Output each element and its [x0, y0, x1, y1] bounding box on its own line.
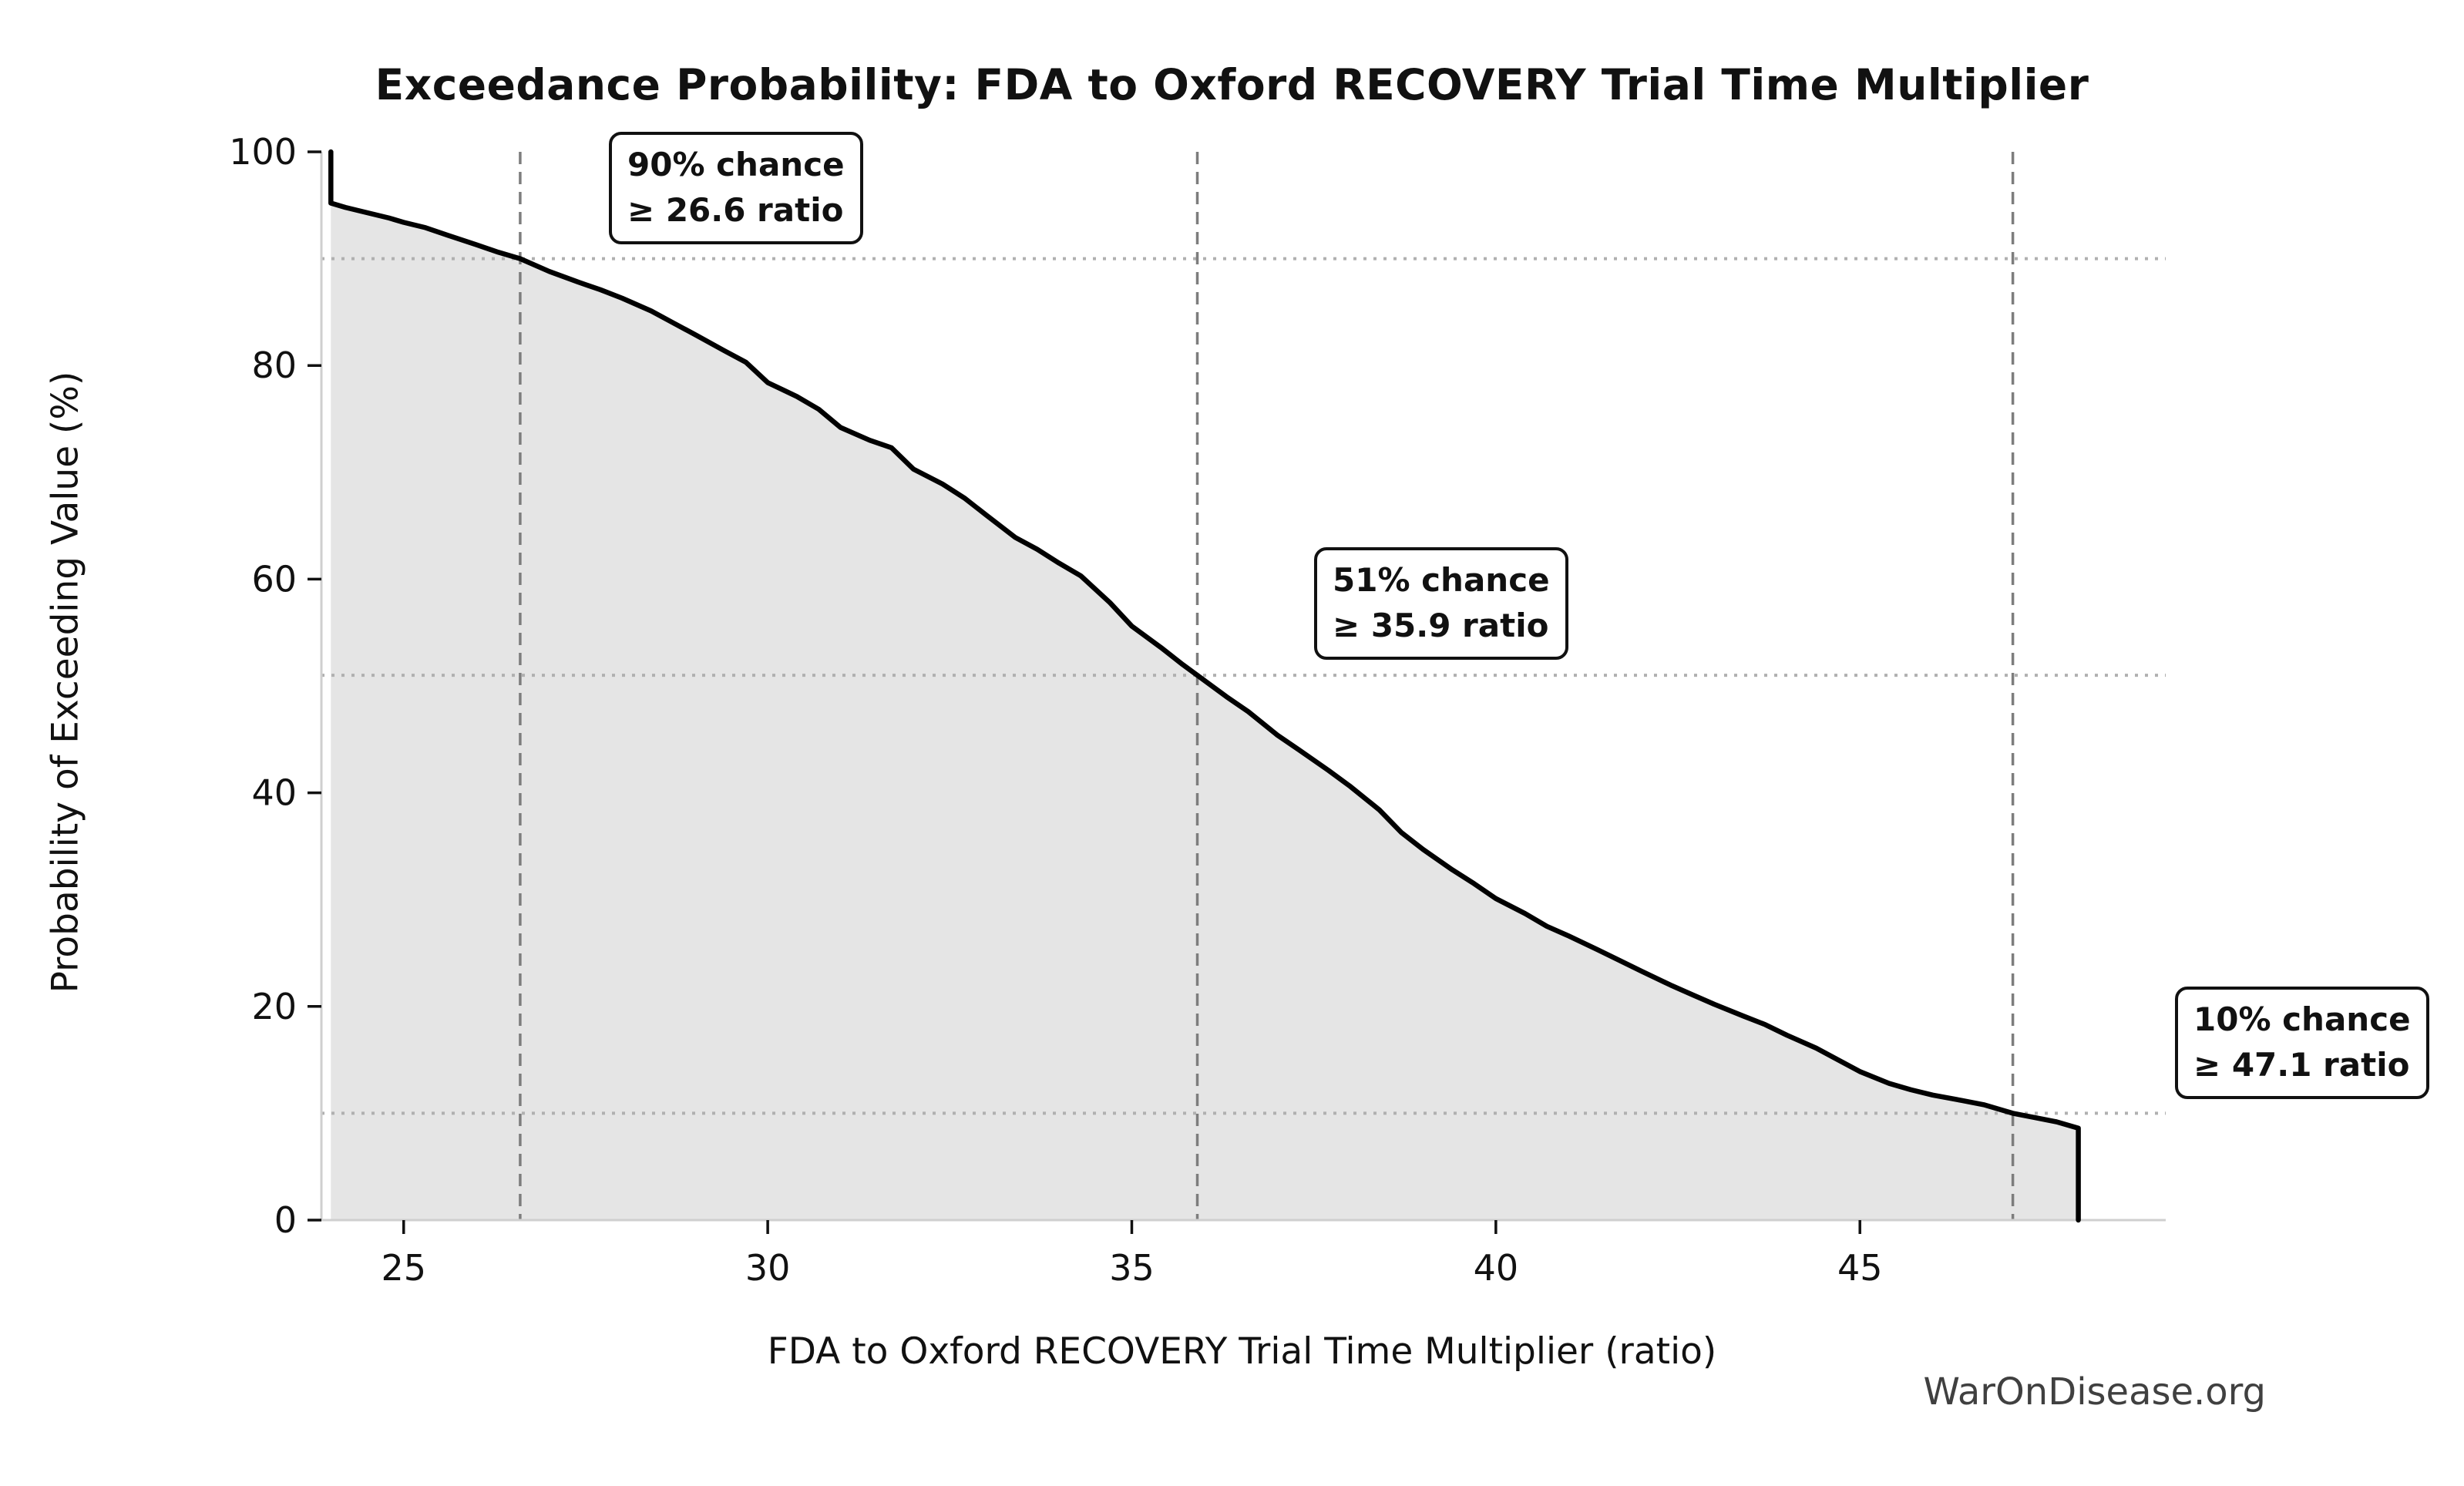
annotation-line2: ≥ 47.1 ratio: [2193, 1045, 2410, 1084]
y-tick-label-80: 80: [251, 345, 297, 386]
y-axis-label: Probability of Exceeding Value (%): [44, 371, 87, 993]
annotation-90pct-box: 90% chance ≥ 26.6 ratio: [609, 132, 863, 244]
x-tick-label-45: 45: [1837, 1247, 1883, 1289]
annotation-line1: 90% chance: [627, 146, 845, 183]
x-tick-label-30: 30: [745, 1247, 791, 1289]
x-axis-label: FDA to Oxford RECOVERY Trial Time Multip…: [767, 1330, 1717, 1373]
annotation-51pct-box: 51% chance ≥ 35.9 ratio: [1314, 547, 1568, 660]
y-tick-label-0: 0: [274, 1199, 297, 1241]
y-tick-label-60: 60: [251, 558, 297, 600]
area-under-curve: [331, 152, 2079, 1220]
y-tick-label-40: 40: [251, 772, 297, 814]
annotation-10pct-box: 10% chance ≥ 47.1 ratio: [2175, 987, 2429, 1099]
watermark: WarOnDisease.org: [1923, 1370, 2266, 1414]
annotation-line1: 51% chance: [1333, 561, 1550, 599]
x-tick-label-25: 25: [381, 1247, 426, 1289]
annotation-line2: ≥ 26.6 ratio: [627, 190, 844, 229]
exceedance-curve: [328, 149, 2081, 1223]
annotation-line1: 10% chance: [2193, 1000, 2411, 1038]
y-tick-label-20: 20: [251, 986, 297, 1027]
annotation-line2: ≥ 35.9 ratio: [1333, 606, 1549, 644]
y-tick-label-100: 100: [229, 131, 297, 173]
chart-title: Exceedance Probability: FDA to Oxford RE…: [375, 60, 2089, 109]
x-tick-label-35: 35: [1109, 1247, 1155, 1289]
x-tick-label-40: 40: [1474, 1247, 1519, 1289]
